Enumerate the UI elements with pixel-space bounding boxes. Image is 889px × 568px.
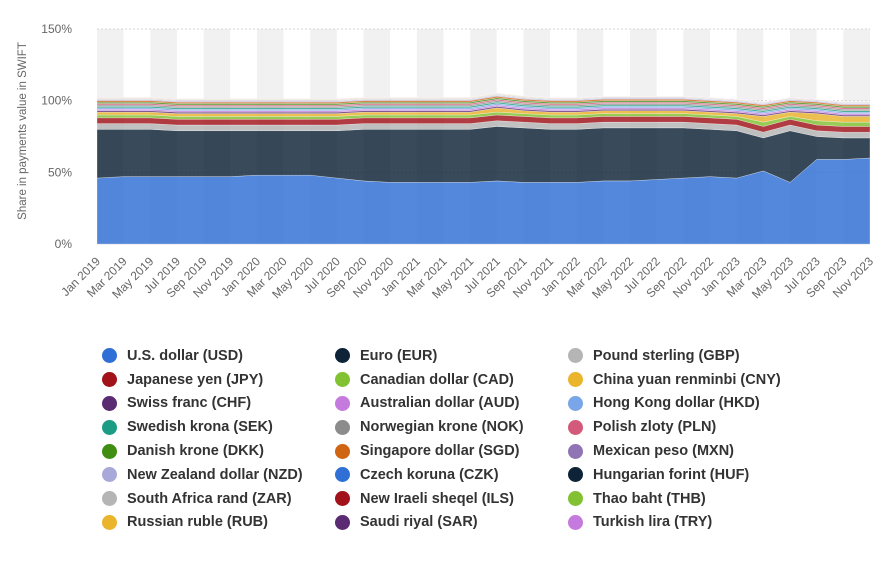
- legend-label: Canadian dollar (CAD): [360, 371, 514, 388]
- y-tick-label: 50%: [48, 165, 72, 179]
- y-tick-label: 0%: [55, 237, 73, 251]
- legend-label: Swedish krona (SEK): [127, 419, 273, 436]
- legend-item[interactable]: Saudi riyal (SAR): [335, 511, 568, 535]
- legend-swatch-icon: [102, 395, 117, 411]
- legend-item[interactable]: Swiss franc (CHF): [102, 392, 335, 416]
- legend-swatch-icon: [568, 514, 583, 530]
- legend-item[interactable]: Swedish krona (SEK): [102, 415, 335, 439]
- legend-item[interactable]: Mexican peso (MXN): [568, 439, 828, 463]
- legend-swatch-icon: [568, 348, 583, 364]
- legend-swatch-icon: [335, 514, 350, 530]
- legend-item[interactable]: Czech koruna (CZK): [335, 463, 568, 487]
- legend-swatch-icon: [102, 372, 117, 388]
- legend-item[interactable]: Turkish lira (TRY): [568, 511, 828, 535]
- legend-label: Mexican peso (MXN): [593, 443, 734, 460]
- legend-item[interactable]: New Iraeli sheqel (ILS): [335, 487, 568, 511]
- legend-swatch-icon: [568, 443, 583, 459]
- legend-swatch-icon: [335, 443, 350, 459]
- legend-swatch-icon: [102, 419, 117, 435]
- legend-item[interactable]: Thao baht (THB): [568, 487, 828, 511]
- legend-label: Japanese yen (JPY): [127, 371, 264, 388]
- legend-swatch-icon: [568, 372, 583, 388]
- legend-item[interactable]: Hungarian forint (HUF): [568, 463, 828, 487]
- legend-label: China yuan renminbi (CNY): [593, 371, 781, 388]
- legend-swatch-icon: [102, 514, 117, 530]
- legend: U.S. dollar (USD) Euro (EUR) Pound sterlin…: [102, 344, 862, 534]
- legend-label: South Africa rand (ZAR): [127, 490, 292, 507]
- legend-item[interactable]: New Zealand dollar (NZD): [102, 463, 335, 487]
- legend-item[interactable]: Euro (EUR): [335, 344, 568, 368]
- legend-label: Hong Kong dollar (HKD): [593, 395, 760, 412]
- legend-label: Hungarian forint (HUF): [593, 466, 750, 483]
- legend-label: Swiss franc (CHF): [127, 395, 252, 412]
- legend-item[interactable]: U.S. dollar (USD): [102, 344, 335, 368]
- legend-label: New Iraeli sheqel (ILS): [360, 490, 514, 507]
- legend-swatch-icon: [568, 467, 583, 483]
- y-tick-label: 150%: [41, 22, 72, 36]
- legend-swatch-icon: [335, 395, 350, 411]
- legend-swatch-icon: [335, 372, 350, 388]
- legend-label: Polish zloty (PLN): [593, 419, 717, 436]
- legend-label: New Zealand dollar (NZD): [127, 466, 303, 483]
- legend-item[interactable]: Russian ruble (RUB): [102, 511, 335, 535]
- legend-label: Pound sterling (GBP): [593, 347, 740, 364]
- legend-swatch-icon: [102, 491, 117, 507]
- legend-swatch-icon: [568, 419, 583, 435]
- legend-swatch-icon: [568, 491, 583, 507]
- area-turkish-lira-try: [96, 92, 871, 103]
- series-areas: [96, 92, 871, 245]
- legend-item[interactable]: Danish krone (DKK): [102, 439, 335, 463]
- legend-item[interactable]: Singapore dollar (SGD): [335, 439, 568, 463]
- legend-swatch-icon: [335, 419, 350, 435]
- legend-swatch-icon: [568, 395, 583, 411]
- legend-label: Russian ruble (RUB): [127, 514, 268, 531]
- legend-swatch-icon: [335, 491, 350, 507]
- y-tick-label: 100%: [41, 94, 72, 108]
- legend-label: Australian dollar (AUD): [360, 395, 520, 412]
- legend-item[interactable]: Hong Kong dollar (HKD): [568, 392, 828, 416]
- y-axis-label: Share in payments value in SWIFT: [17, 42, 29, 220]
- legend-item[interactable]: Polish zloty (PLN): [568, 415, 828, 439]
- legend-item[interactable]: Japanese yen (JPY): [102, 368, 335, 392]
- legend-swatch-icon: [335, 348, 350, 364]
- legend-label: Singapore dollar (SGD): [360, 443, 520, 460]
- legend-swatch-icon: [102, 467, 117, 483]
- legend-item[interactable]: Australian dollar (AUD): [335, 392, 568, 416]
- legend-item[interactable]: Canadian dollar (CAD): [335, 368, 568, 392]
- legend-label: Czech koruna (CZK): [360, 466, 499, 483]
- legend-item[interactable]: Norwegian krone (NOK): [335, 415, 568, 439]
- legend-label: U.S. dollar (USD): [127, 347, 244, 364]
- legend-label: Turkish lira (TRY): [593, 514, 713, 531]
- legend-item[interactable]: Pound sterling (GBP): [568, 344, 828, 368]
- legend-label: Saudi riyal (SAR): [360, 514, 478, 531]
- legend-item[interactable]: China yuan renminbi (CNY): [568, 368, 828, 392]
- legend-item[interactable]: South Africa rand (ZAR): [102, 487, 335, 511]
- y-axis-ticks: 0% 50% 100% 150%: [41, 22, 72, 251]
- legend-swatch-icon: [102, 443, 117, 459]
- legend-swatch-icon: [335, 467, 350, 483]
- legend-label: Danish krone (DKK): [127, 443, 264, 460]
- legend-label: Norwegian krone (NOK): [360, 419, 524, 436]
- legend-label: Euro (EUR): [360, 347, 438, 364]
- legend-swatch-icon: [102, 348, 117, 364]
- legend-label: Thao baht (THB): [593, 490, 706, 507]
